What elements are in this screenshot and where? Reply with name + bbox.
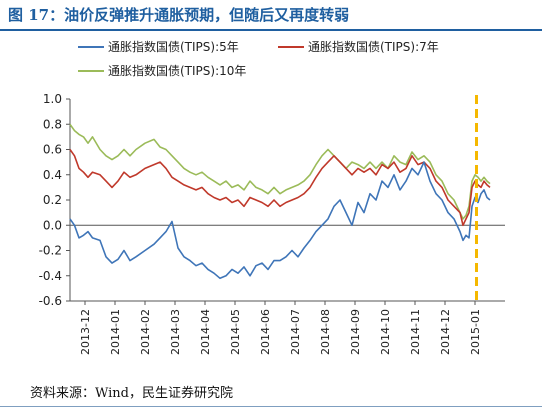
x-tick-label: 2015-01 <box>469 309 482 355</box>
y-tick-label: 0.2 <box>43 193 62 207</box>
chart-area: 通胀指数国债(TIPS):5年 通胀指数国债(TIPS):7年 通胀指数国债(T… <box>0 31 542 375</box>
y-tick-label: -0.2 <box>39 244 62 258</box>
series-lines <box>69 123 491 280</box>
legend-label-10y: 通胀指数国债(TIPS):10年 <box>108 63 246 78</box>
legend-item-7y: 通胀指数国债(TIPS):7年 <box>278 39 439 54</box>
series-line-7y <box>69 149 491 227</box>
x-tick-label: 2014-02 <box>139 309 152 355</box>
y-tick-label: 1.0 <box>43 92 62 106</box>
series-line-10y <box>69 123 491 220</box>
y-tick-label: 0.6 <box>43 143 62 157</box>
x-tick-label: 2014-12 <box>439 309 452 355</box>
y-tick-label: -0.6 <box>39 294 62 308</box>
y-tick-label: -0.4 <box>39 269 62 283</box>
legend-item-5y: 通胀指数国债(TIPS):5年 <box>78 39 239 54</box>
x-tick-label: 2014-05 <box>229 309 242 355</box>
source-note: 资料来源：Wind，民生证券研究院 <box>30 386 233 401</box>
y-tick-label: 0.8 <box>43 117 62 131</box>
legend: 通胀指数国债(TIPS):5年 通胀指数国债(TIPS):7年 通胀指数国债(T… <box>78 39 439 78</box>
y-tick-label: 0.4 <box>43 168 62 182</box>
x-tick-label: 2014-10 <box>379 309 392 355</box>
x-tick-label: 2014-09 <box>349 309 362 355</box>
x-tick-label: 2014-06 <box>259 309 272 355</box>
series-line-5y <box>69 161 491 280</box>
bottom-divider <box>0 406 542 407</box>
axes: 1.0 0.8 0.6 0.4 0.2 0.0 -0.2 -0.4 -0.6 2013-12 201… <box>39 92 505 355</box>
x-tick-label: 2014-07 <box>289 309 302 355</box>
y-tick-label: 0.0 <box>43 218 62 232</box>
legend-label-5y: 通胀指数国债(TIPS):5年 <box>108 39 239 54</box>
line-chart: 通胀指数国债(TIPS):5年 通胀指数国债(TIPS):7年 通胀指数国债(T… <box>39 39 505 355</box>
x-tick-label: 2013-12 <box>79 309 92 355</box>
legend-item-10y: 通胀指数国债(TIPS):10年 <box>78 63 246 78</box>
figure-title: 图 17：油价反弹推升通胀预期，但随后又再度转弱 <box>8 6 350 24</box>
x-tick-label: 2014-04 <box>199 309 212 355</box>
title-divider <box>0 29 542 31</box>
x-tick-label: 2014-11 <box>409 309 422 355</box>
x-tick-label: 2014-01 <box>109 309 122 355</box>
x-tick-label: 2014-03 <box>169 309 182 355</box>
x-tick-label: 2014-08 <box>319 309 332 355</box>
legend-label-7y: 通胀指数国债(TIPS):7年 <box>308 39 439 54</box>
